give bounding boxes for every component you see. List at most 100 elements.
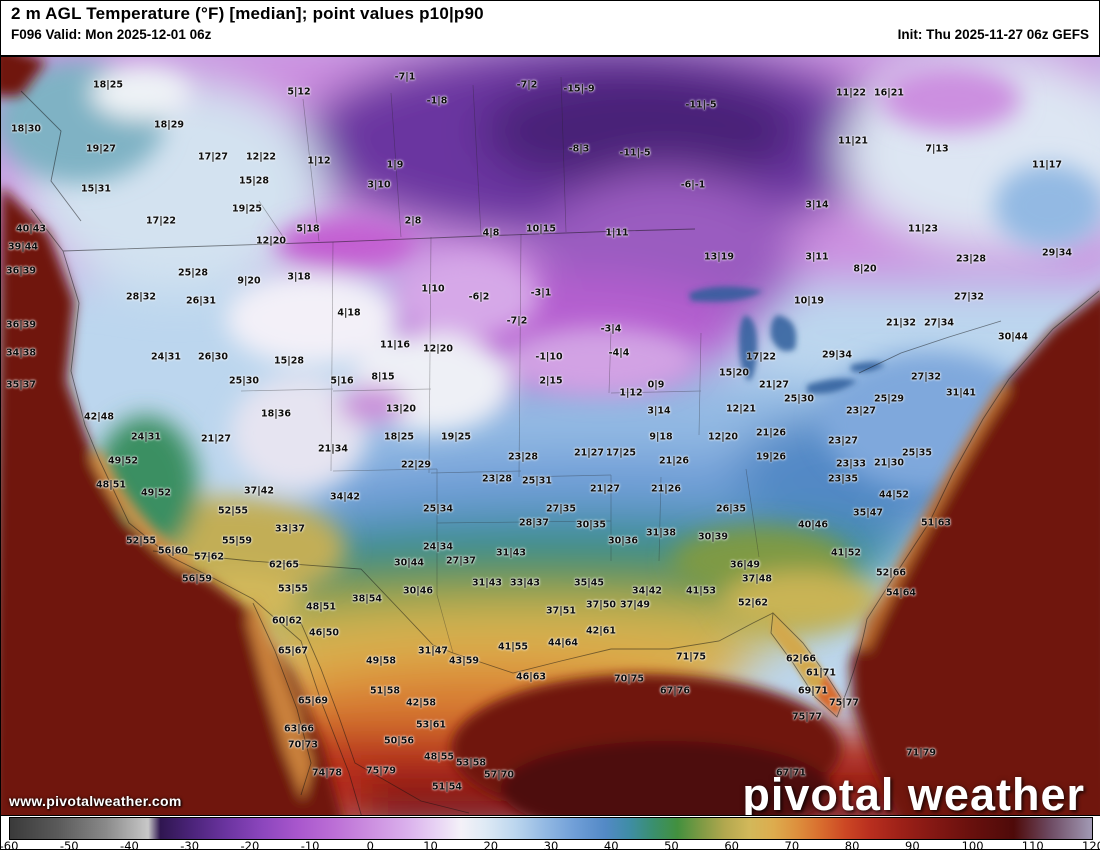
point-value: -1|8 (426, 95, 448, 107)
point-value: 31|38 (646, 527, 676, 539)
point-value: 37|51 (546, 605, 576, 617)
point-value: 31|43 (472, 577, 502, 589)
colorbar-tick-label: 60 (724, 839, 739, 853)
point-value: 38|54 (352, 593, 382, 605)
point-value: 27|32 (911, 371, 941, 383)
point-value: 15|28 (274, 355, 304, 367)
point-value: 11|22 (836, 87, 866, 99)
coastline-lines (20, 90, 1100, 817)
point-value: 70|73 (288, 739, 318, 751)
point-value: -15|-9 (563, 83, 595, 95)
point-value: -7|2 (506, 315, 528, 327)
point-value: 25|30 (229, 375, 259, 387)
colorbar-gradient (9, 817, 1093, 840)
point-value: 37|49 (620, 599, 650, 611)
point-value: 0|9 (647, 379, 665, 391)
point-value: 61|71 (806, 667, 836, 679)
point-value: 36|39 (6, 265, 36, 277)
point-value: 43|59 (449, 655, 479, 667)
point-value: 26|31 (186, 295, 216, 307)
point-value: -4|4 (608, 347, 630, 359)
point-value: 42|48 (84, 411, 114, 423)
point-value: 41|52 (831, 547, 861, 559)
point-value: 19|27 (86, 143, 116, 155)
point-value: 23|28 (482, 473, 512, 485)
colorbar-tick-label: 20 (483, 839, 499, 853)
point-value: 11|21 (838, 135, 868, 147)
point-value: 5|18 (296, 223, 320, 235)
point-value: 10|19 (794, 295, 824, 307)
point-value: 18|30 (11, 123, 41, 135)
point-value: 28|32 (126, 291, 156, 303)
point-value: 18|29 (154, 119, 184, 131)
point-value: 11|23 (908, 223, 938, 235)
point-value: 41|55 (498, 641, 528, 653)
point-value: 23|27 (846, 405, 876, 417)
point-value: 12|20 (256, 235, 286, 247)
point-value: 4|8 (482, 227, 500, 239)
point-value: 10|15 (526, 223, 556, 235)
point-value: 57|62 (194, 551, 224, 563)
point-value: 30|35 (576, 519, 606, 531)
point-value: 25|28 (178, 267, 208, 279)
point-value: 35|37 (6, 379, 36, 391)
colorbar-tick-label: 50 (664, 839, 679, 853)
point-value: 21|26 (756, 427, 786, 439)
point-value: 18|25 (93, 79, 123, 91)
point-value: 46|63 (516, 671, 546, 683)
point-value: -1|10 (535, 351, 563, 363)
point-value: 37|42 (244, 485, 274, 497)
point-value: 51|63 (921, 517, 951, 529)
watermark-url: www.pivotalweather.com (9, 793, 182, 809)
colorbar-tick-label: 40 (603, 839, 619, 853)
point-value: 4|18 (337, 307, 361, 319)
point-value: -7|2 (516, 79, 538, 91)
point-value: -8|3 (568, 143, 590, 155)
point-value: 25|31 (522, 475, 552, 487)
point-value: 67|76 (660, 685, 690, 697)
point-value: 1|11 (605, 227, 629, 239)
point-value: 17|22 (146, 215, 176, 227)
point-value: 1|12 (307, 155, 331, 167)
point-value: 23|35 (828, 473, 858, 485)
logo-text: pivotal weather (742, 769, 1085, 817)
point-value: -11|-5 (685, 99, 717, 111)
point-value: 40|46 (798, 519, 828, 531)
point-value: 21|26 (659, 455, 689, 467)
point-value: 13|19 (704, 251, 734, 263)
point-value: 51|58 (370, 685, 400, 697)
point-value: 1|9 (386, 159, 404, 171)
point-value: 52|55 (218, 505, 248, 517)
point-value: 24|34 (423, 541, 453, 553)
point-value: 42|58 (406, 697, 436, 709)
colorbar-tick-label: -60 (0, 839, 19, 853)
point-value: 15|31 (81, 183, 111, 195)
point-value: 23|28 (956, 253, 986, 265)
point-value: 2|15 (539, 375, 563, 387)
colorbar-tick-label: 70 (784, 839, 800, 853)
point-value: 34|42 (330, 491, 360, 503)
map-canvas: 18|25 5|12 -7|1 -1|8 -7|2 -15|-9 -11|-5 11|22 16… (1, 57, 1100, 817)
colorbar-tick-label: 30 (543, 839, 559, 853)
point-value: 49|58 (366, 655, 396, 667)
point-value: 21|27 (201, 433, 231, 445)
point-value: 26|30 (198, 351, 228, 363)
point-value: 60|62 (272, 615, 302, 627)
colorbar-tick-label: 120 (1082, 839, 1100, 853)
point-value: 57|70 (484, 769, 514, 781)
point-value: 11|16 (380, 339, 410, 351)
point-value: 8|20 (853, 263, 877, 275)
map-title: 2 m AGL Temperature (°F) [median]; point… (11, 4, 484, 23)
point-value: 30|36 (608, 535, 638, 547)
point-value: 35|45 (574, 577, 604, 589)
point-value: 3|14 (805, 199, 829, 211)
point-value: 65|69 (298, 695, 328, 707)
state-border-lines (240, 76, 760, 654)
point-value: 48|51 (306, 601, 336, 613)
point-value: 25|34 (423, 503, 453, 515)
point-value: 36|49 (730, 559, 760, 571)
point-value: 74|78 (312, 767, 342, 779)
point-value: 13|20 (386, 403, 416, 415)
point-value: 71|79 (906, 747, 936, 759)
